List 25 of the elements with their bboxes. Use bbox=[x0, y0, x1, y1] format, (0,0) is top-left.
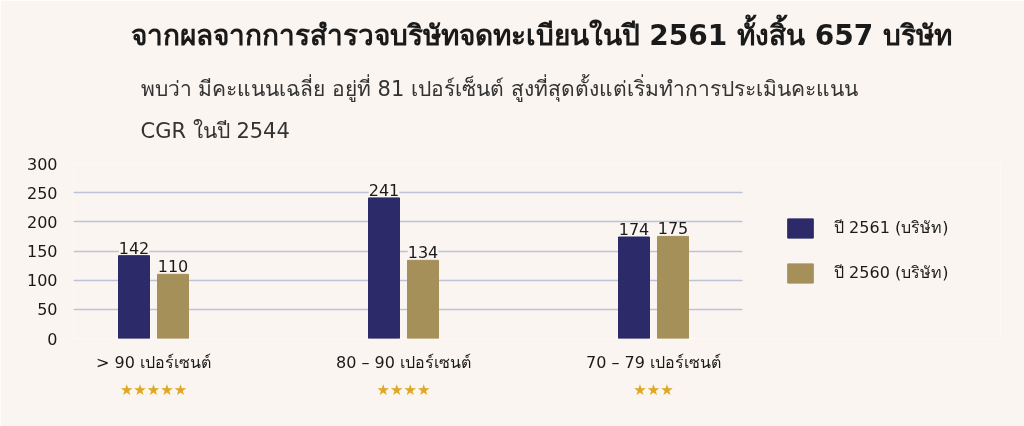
data-label: 241 bbox=[368, 180, 400, 200]
y-tick-label: 250 bbox=[26, 183, 58, 203]
bar bbox=[157, 273, 189, 339]
y-tick-label: 0 bbox=[47, 329, 58, 349]
bar bbox=[657, 235, 689, 339]
y-tick-label: 300 bbox=[26, 154, 58, 174]
data-label: 110 bbox=[157, 257, 189, 277]
bar bbox=[618, 236, 650, 339]
data-label: 175 bbox=[657, 219, 689, 239]
data-label: 174 bbox=[618, 220, 650, 239]
bar bbox=[368, 197, 400, 339]
y-tick-label: 150 bbox=[26, 242, 58, 261]
y-tick-label: 200 bbox=[26, 212, 58, 232]
category-label: > 90 เปอร์เซนต์ ★★★★★ bbox=[96, 352, 211, 399]
category-label: 70 – 79 เปอร์เซนต์ ★★★ bbox=[586, 352, 721, 399]
data-label: 142 bbox=[118, 238, 150, 258]
legend-label: ปี 2561 (บริษัท) bbox=[834, 217, 949, 239]
data-label: 134 bbox=[407, 243, 439, 263]
y-tick-label: 100 bbox=[26, 271, 58, 291]
bar bbox=[407, 259, 439, 339]
y-tick-label: 50 bbox=[37, 300, 58, 320]
legend-label: ปี 2560 (บริษัท) bbox=[834, 262, 949, 284]
category-label: 80 – 90 เปอร์เซนต์ ★★★★ bbox=[336, 352, 471, 399]
chart-subtitle: พบว่า มีคะแนนเฉลี่ย อยู่ที่ 81 เปอร์เซ็นต์ สูงที่สุดตั้งแต่เริ่มทำการประเมินคะแนน CGR ในปี 2544 bbox=[140, 73, 858, 143]
chart-title: จากผลจากการสำรวจบริษัทจดทะเบียนในปี 2561 ทั้งสิ้น 657 บริษัท bbox=[130, 13, 952, 52]
